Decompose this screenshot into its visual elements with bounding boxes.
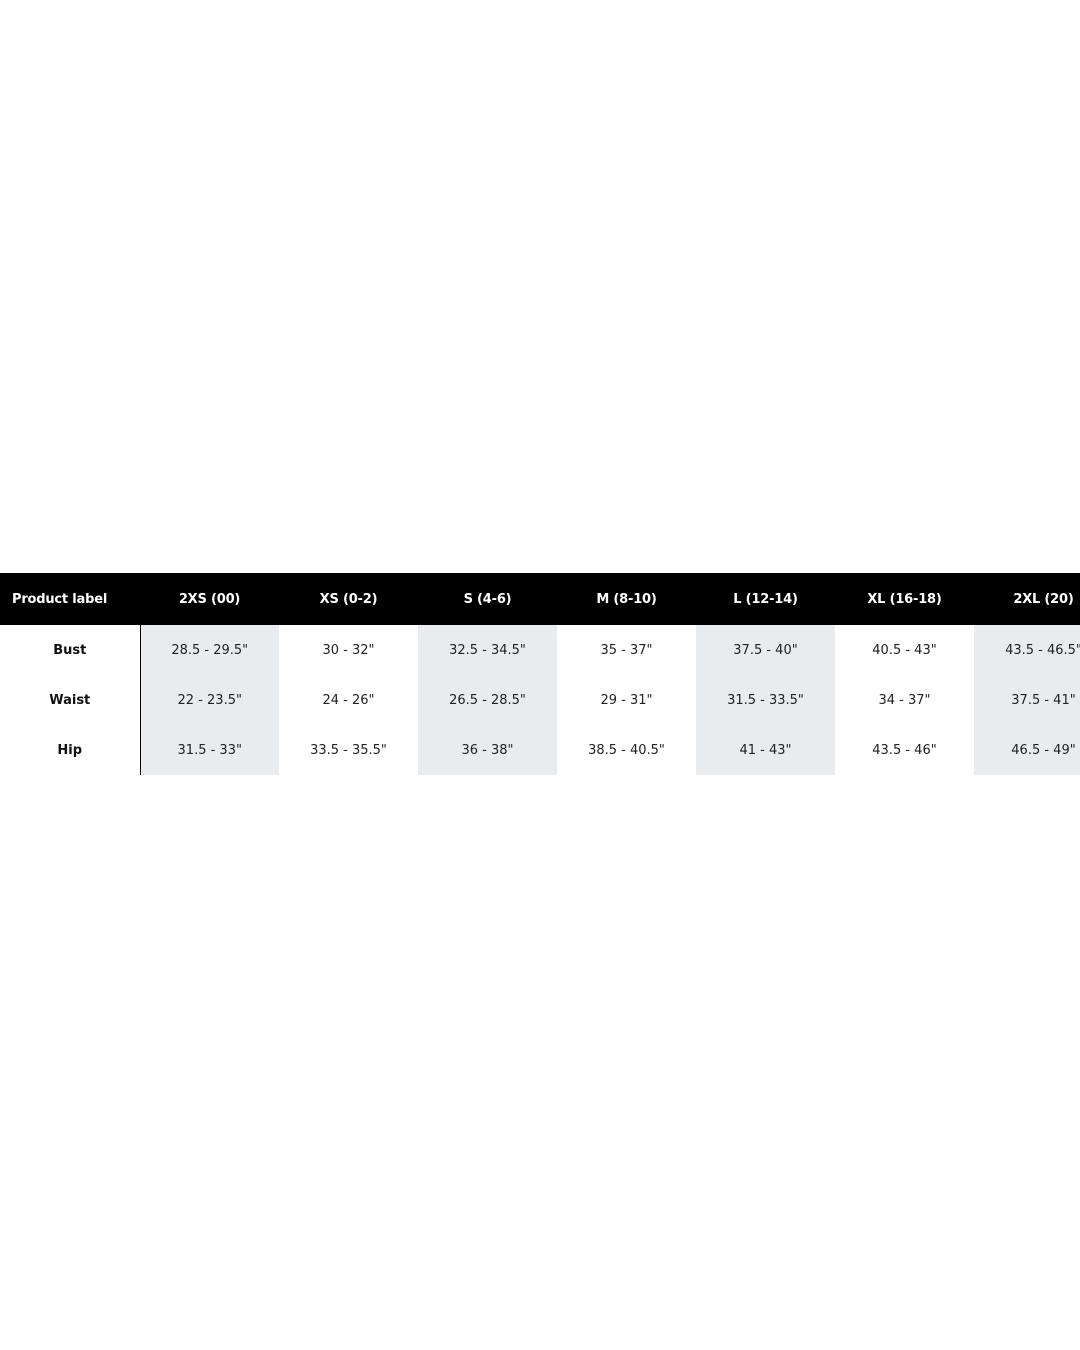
measurement-cell: 43.5 - 46" <box>872 742 937 758</box>
size-chart: Product label 2XS (00) XS (0-2) S (4-6) … <box>0 573 1080 775</box>
table-row: Hip 31.5 - 33" 33.5 - 35.5" 36 - 38" 38.5 - … <box>0 725 1080 775</box>
measurement-cell: 30 - 32" <box>322 642 375 658</box>
measurement-cell: 31.5 - 33.5" <box>696 675 835 725</box>
table-row: Waist 22 - 23.5" 24 - 26" 26.5 - 28.5" 29 - … <box>0 675 1080 725</box>
header-size: XS (0-2) <box>279 573 418 625</box>
measurement-cell: 38.5 - 40.5" <box>588 742 665 758</box>
measurement-cell: 37.5 - 40" <box>696 625 835 675</box>
measurement-cell: 37.5 - 41" <box>974 675 1080 725</box>
measurement-cell: 40.5 - 43" <box>872 642 937 658</box>
measurement-cell: 41 - 43" <box>696 725 835 775</box>
header-size: M (8-10) <box>557 573 696 625</box>
row-label: Hip <box>0 725 141 775</box>
header-size: XL (16-18) <box>835 573 974 625</box>
measurement-cell: 36 - 38" <box>418 725 557 775</box>
header-size: S (4-6) <box>418 573 557 625</box>
measurement-cell: 26.5 - 28.5" <box>418 675 557 725</box>
measurement-cell: 31.5 - 33" <box>140 725 279 775</box>
measurement-cell: 46.5 - 49" <box>974 725 1080 775</box>
measurement-cell: 35 - 37" <box>600 642 653 658</box>
measurement-cell: 34 - 37" <box>878 692 931 708</box>
measurement-cell: 24 - 26" <box>322 692 375 708</box>
row-label: Bust <box>0 625 141 675</box>
measurement-cell: 43.5 - 46.5" <box>974 625 1080 675</box>
size-chart-table: Product label 2XS (00) XS (0-2) S (4-6) … <box>0 573 1080 775</box>
measurement-cell: 29 - 31" <box>600 692 653 708</box>
measurement-cell: 28.5 - 29.5" <box>140 625 279 675</box>
row-label: Waist <box>0 675 141 725</box>
measurement-cell: 32.5 - 34.5" <box>418 625 557 675</box>
header-product-label: Product label <box>0 573 140 625</box>
header-row: Product label 2XS (00) XS (0-2) S (4-6) … <box>0 573 1080 625</box>
header-size: 2XL (20) <box>974 573 1080 625</box>
measurement-cell: 22 - 23.5" <box>140 675 279 725</box>
measurement-cell: 33.5 - 35.5" <box>310 742 387 758</box>
header-size: L (12-14) <box>696 573 835 625</box>
table-row: Bust 28.5 - 29.5" 30 - 32" 32.5 - 34.5" 35 -… <box>0 625 1080 675</box>
header-size: 2XS (00) <box>140 573 279 625</box>
